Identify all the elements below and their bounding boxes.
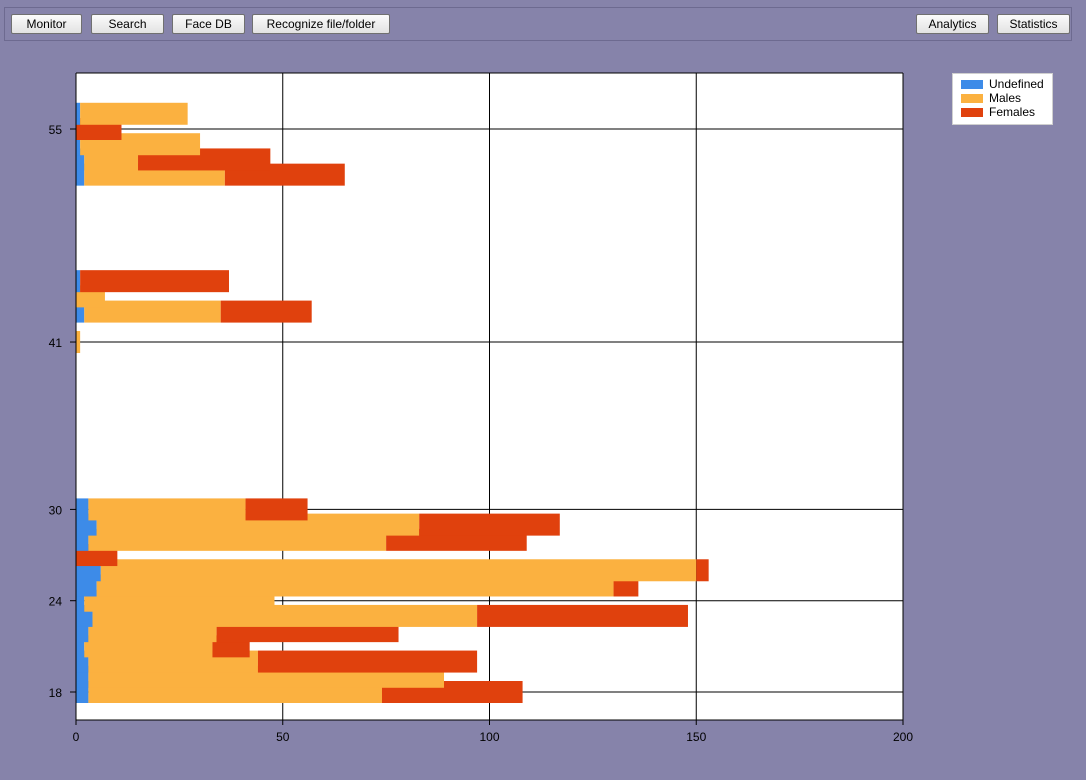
females-bar <box>257 650 478 673</box>
y-tick-label: 41 <box>49 336 63 350</box>
legend-item-females: Females <box>961 105 1052 119</box>
females-bar <box>220 300 312 323</box>
x-tick-label: 200 <box>893 730 913 744</box>
y-tick-label: 18 <box>49 686 63 700</box>
females-bar <box>419 513 560 536</box>
x-tick-label: 50 <box>276 730 290 744</box>
females-bar <box>477 604 688 627</box>
statistics-button[interactable]: Statistics <box>997 14 1070 34</box>
undefined-bar <box>76 102 81 125</box>
males-bar <box>80 102 188 125</box>
legend-item-undefined: Undefined <box>961 77 1052 91</box>
males-bar <box>88 498 246 521</box>
males-bar <box>100 559 697 582</box>
undefined-bar <box>76 300 85 323</box>
monitor-button[interactable]: Monitor <box>11 14 82 34</box>
undefined-bar <box>76 635 85 658</box>
analytics-button[interactable]: Analytics <box>916 14 989 34</box>
legend-label: Undefined <box>989 77 1044 91</box>
legend-swatch <box>961 79 983 89</box>
females-bar <box>696 559 709 582</box>
undefined-bar <box>76 148 85 171</box>
recognize-file-folder-button[interactable]: Recognize file/folder <box>252 14 390 34</box>
toolbar: Monitor Search Face DB Recognize file/fo… <box>4 7 1072 41</box>
legend-item-males: Males <box>961 91 1052 105</box>
legend-label: Males <box>989 91 1022 105</box>
legend-swatch <box>961 107 983 117</box>
undefined-bar <box>76 163 85 186</box>
undefined-bar <box>76 589 85 612</box>
undefined-bar <box>76 133 81 156</box>
undefined-bar <box>76 498 89 521</box>
face-db-button[interactable]: Face DB <box>172 14 245 34</box>
x-tick-label: 0 <box>73 730 80 744</box>
x-tick-label: 150 <box>686 730 706 744</box>
males-bar <box>84 300 221 323</box>
females-bar <box>245 498 308 521</box>
undefined-bar <box>76 270 81 293</box>
search-button[interactable]: Search <box>91 14 164 34</box>
x-tick-label: 100 <box>479 730 499 744</box>
males-bar <box>76 331 81 354</box>
legend-swatch <box>961 93 983 103</box>
y-tick-label: 24 <box>49 595 63 609</box>
females-bar <box>80 270 229 293</box>
chart-legend: Undefined Males Females <box>952 73 1053 125</box>
legend-label: Females <box>989 105 1036 119</box>
y-tick-label: 30 <box>49 503 63 517</box>
y-tick-label: 55 <box>49 123 63 137</box>
